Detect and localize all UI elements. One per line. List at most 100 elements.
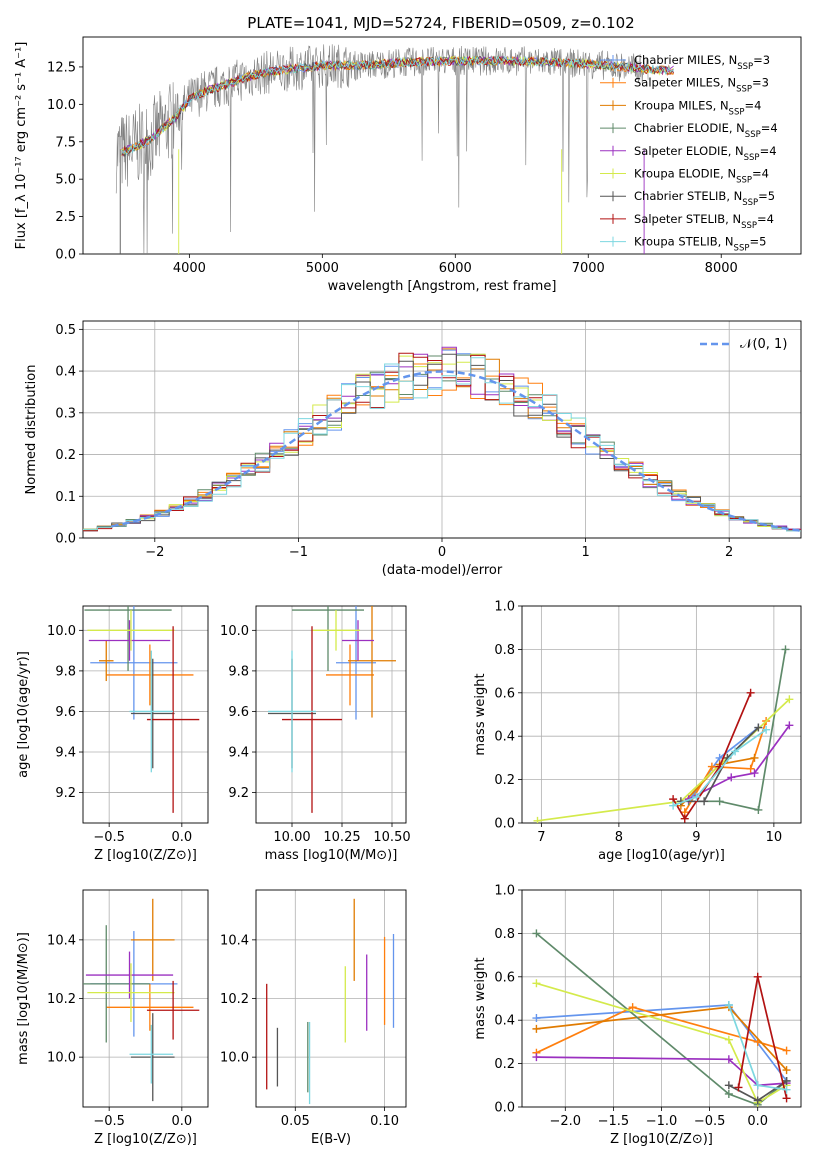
x-tick-label: 0.0 [171,830,192,845]
x-tick-label: 5000 [306,261,339,276]
weight-series-2 [684,720,767,813]
weight-point [782,1076,791,1085]
weight-point [753,1081,762,1090]
y-tick-label: 0.0 [55,248,76,263]
x-tick-label: 0.0 [171,1114,192,1129]
observed-spectrum [115,44,649,254]
legend-entry: 𝒩(0, 1) [740,337,787,352]
y-tick-label: 1.0 [494,600,515,615]
weight-point [753,972,762,981]
x-axis-label: Z [log10(Z/Z⊙)] [94,1132,197,1147]
y-tick-label: 0.2 [55,448,76,463]
model-spectrum-9 [121,55,674,156]
legend-entry: Salpeter ELODIE, NSSP=4 [634,144,777,163]
x-tick-label: −1 [289,545,308,560]
x-tick-label: 7000 [572,261,605,276]
weight-series-6 [536,982,788,1104]
axes-frame [82,320,802,539]
panel-age-vs-mass: 10.00 10.25 10.50 9.2 9.4 9.6 9.8 10.0 mass [log… [220,605,411,863]
y-tick-label: 9.8 [55,664,76,679]
y-tick-label: 10.4 [47,933,76,948]
weight-point [680,814,689,823]
y-axis-label: Normed distribution [24,365,39,495]
weight-point [731,747,740,756]
model-spectrum-5 [121,55,674,153]
axes-frame [82,36,802,255]
figure-title: PLATE=1041, MJD=52724, FIBERID=0509, z=0… [247,14,634,32]
y-tick-label: 10.0 [220,1051,249,1066]
panel-age-vs-Z: −0.5 0.0 9.2 9.4 9.6 9.8 10.0 Z [log10(Z/Z⊙)] ag… [16,605,209,863]
panel-residuals: −2 −1 0 1 2 0.0 0.1 0.2 0.3 0.4 0.5 (data-model)/er… [24,320,802,578]
weight-point [532,979,541,988]
legend-entry: Chabrier STELIB, NSSP=5 [634,189,775,208]
x-axis-label: age [log10(age/yr)] [598,848,725,863]
axes-frame [82,605,209,824]
y-axis-label: age [log10(age/yr)] [16,651,31,778]
y-axis-label: mass [log10(M/M⊙)] [16,932,31,1065]
legend-entry: Kroupa ELODIE, NSSP=4 [634,167,769,186]
weight-point [781,645,790,654]
weight-point [692,792,701,801]
normal-curve [111,370,801,532]
x-tick-label: 8 [615,830,623,845]
weight-point [782,1066,791,1075]
weight-point [724,1089,733,1098]
model-spectrum-3 [121,55,674,155]
x-tick-label: 0.05 [281,1114,310,1129]
y-tick-label: 0.0 [494,817,515,832]
panel-mass-weight-vs-Z: −2.0 −1.5 −1.0 −0.5 0.0 0.0 0.2 0.4 0.6 0.8 1.0 Z [… [473,884,802,1147]
x-axis-label: wavelength [Angstrom, rest frame] [328,279,557,294]
axes-frame [521,889,802,1108]
y-tick-label: 0.8 [494,927,515,942]
y-axis-label: Flux [f_λ 10⁻¹⁷ erg cm⁻² s⁻¹ A⁻¹] [14,42,29,250]
x-tick-label: 10.25 [323,830,360,845]
y-tick-label: 0.2 [494,1057,515,1072]
x-tick-label: 6000 [439,261,472,276]
x-tick-label: −0.5 [694,1114,726,1129]
weight-series-8 [737,976,788,1099]
x-tick-label: 0 [438,545,446,560]
residual-histogram-2 [83,363,801,531]
x-tick-label: −2.0 [550,1114,582,1129]
x-tick-label: 2 [725,545,733,560]
panel-mass-vs-ebv: 0.05 0.10 10.0 10.2 10.4 E(B-V) [220,889,407,1147]
y-tick-label: 0.0 [55,532,76,547]
plot-area-age-vs-mass [268,606,396,813]
weight-point [724,1055,733,1064]
model-spectrum-6 [121,55,674,156]
y-tick-label: 0.5 [55,323,76,338]
weight-point [700,797,709,806]
weight-series-6 [537,698,790,822]
weight-point [734,1083,743,1092]
weight-point [762,725,771,734]
weight-series-4 [688,649,787,812]
y-tick-label: 9.4 [55,746,76,761]
x-axis-label: mass [log10(M/M⊙)] [265,848,398,863]
weight-point [782,1094,791,1103]
weight-series-8 [672,692,752,821]
y-tick-label: 0.2 [494,773,515,788]
y-tick-label: 9.8 [228,664,249,679]
plot-area-mass-vs-ebv [266,898,395,1105]
x-axis-label: E(B-V) [311,1132,351,1147]
weight-point [628,1003,637,1012]
y-tick-label: 1.0 [494,884,515,899]
weight-point [727,773,736,782]
x-tick-label: 0.0 [747,1114,768,1129]
weight-series-4 [535,932,788,1106]
x-tick-label: 1 [581,545,589,560]
y-tick-label: 5.0 [55,173,76,188]
y-tick-label: 10.0 [47,1051,76,1066]
y-tick-label: 9.6 [228,705,249,720]
legend-entry: Chabrier ELODIE, NSSP=4 [634,121,778,140]
weight-point [753,1096,762,1105]
weight-point [715,797,724,806]
y-tick-label: 9.6 [55,705,76,720]
weight-point [754,723,763,732]
plot-area-residuals [83,346,801,532]
x-tick-label: 4000 [173,261,206,276]
axes-frame [255,889,407,1108]
y-tick-label: 0.6 [494,970,515,985]
weight-point [707,762,716,771]
